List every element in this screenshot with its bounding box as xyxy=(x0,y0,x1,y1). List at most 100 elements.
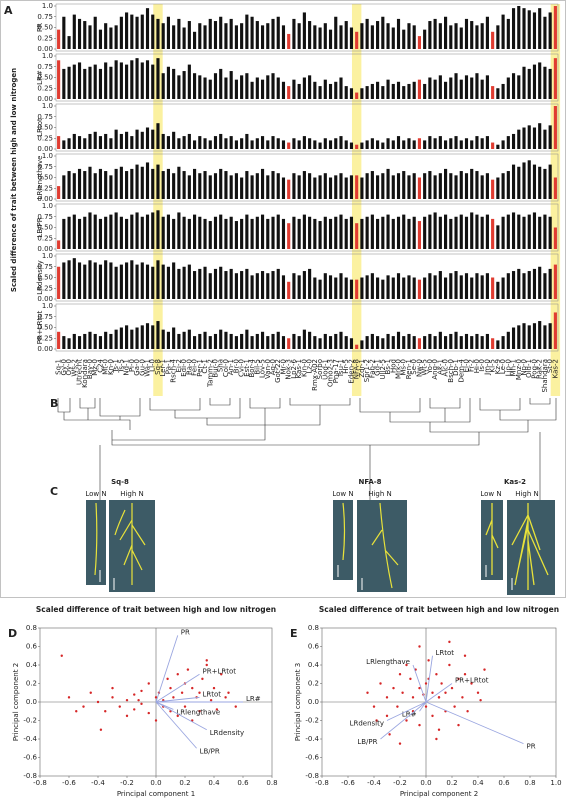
bar xyxy=(396,216,401,249)
bar xyxy=(491,218,495,249)
point xyxy=(427,659,430,662)
bar xyxy=(391,140,395,149)
x-tick-label: Kas-2 xyxy=(551,359,559,378)
bar xyxy=(506,77,510,99)
point xyxy=(212,686,216,690)
bar xyxy=(219,168,223,199)
y-tick-label: 0.4 xyxy=(308,661,320,669)
bar xyxy=(323,79,327,99)
bar xyxy=(360,340,364,349)
bar xyxy=(287,86,291,99)
bar xyxy=(93,16,97,49)
loading-vector xyxy=(412,664,427,703)
scale-bar xyxy=(99,565,513,590)
bar xyxy=(98,168,103,199)
bar xyxy=(130,14,134,50)
bar xyxy=(229,71,233,99)
point xyxy=(137,698,140,702)
bar xyxy=(349,27,354,49)
bar xyxy=(328,83,333,99)
vector-label: PR xyxy=(527,743,536,751)
bar xyxy=(433,212,437,249)
bar xyxy=(480,138,484,149)
bar xyxy=(522,273,526,299)
x-tick-label: Sorbo xyxy=(316,359,324,379)
bar xyxy=(297,336,301,349)
bar xyxy=(438,23,442,49)
bar xyxy=(203,218,207,249)
x-tick-label: Sha xyxy=(217,359,225,372)
vector-label: LR# xyxy=(402,710,417,718)
bar xyxy=(250,175,254,199)
x-tick-label: Van-0 xyxy=(264,359,272,379)
bar xyxy=(114,129,118,149)
bar xyxy=(381,279,385,299)
point xyxy=(466,710,469,713)
bar xyxy=(454,216,458,249)
bar xyxy=(527,214,531,249)
x-tick-label: 0.0 xyxy=(420,779,431,787)
bar xyxy=(464,216,469,249)
bar xyxy=(77,18,82,49)
bar xyxy=(224,77,228,99)
bar xyxy=(193,140,197,149)
bar xyxy=(83,68,87,99)
x-tick-label: -0.8 xyxy=(33,779,47,787)
bar xyxy=(135,129,139,149)
bar xyxy=(213,333,218,349)
bar xyxy=(287,281,291,299)
bar xyxy=(355,344,359,349)
bar xyxy=(485,214,489,249)
point xyxy=(198,710,201,713)
x-tick-label: Gd-1 xyxy=(374,359,382,376)
bar xyxy=(260,136,265,149)
bar xyxy=(349,175,354,199)
bar xyxy=(464,173,469,199)
bar xyxy=(391,27,395,49)
y-tick-label: 1.0 xyxy=(42,252,53,260)
x-tick-label: Sq-1 xyxy=(55,359,63,375)
y-tick-label: 0.75 xyxy=(37,13,53,21)
bar xyxy=(522,216,526,249)
bar xyxy=(485,173,489,199)
bar xyxy=(308,75,312,99)
bar xyxy=(480,79,484,99)
bar xyxy=(213,173,218,199)
y-tick-label: 0.6 xyxy=(26,643,38,651)
bar xyxy=(522,162,526,199)
y-axis-title: Principal component 2 xyxy=(12,663,20,741)
x-tick-label: Tsu-1 xyxy=(337,359,345,378)
bar xyxy=(381,173,385,199)
highlight-band xyxy=(153,4,163,396)
bar xyxy=(213,216,218,249)
bar xyxy=(396,331,401,349)
bar xyxy=(464,18,469,49)
bar xyxy=(313,81,317,99)
bar xyxy=(365,18,369,49)
bar xyxy=(543,129,547,149)
bar xyxy=(543,66,547,99)
point xyxy=(461,696,464,699)
point xyxy=(437,696,441,699)
bar xyxy=(511,327,516,349)
x-tick-label: Gy-0 xyxy=(60,359,68,375)
bar xyxy=(83,333,87,349)
y-tick-label: 0.50 xyxy=(37,324,53,332)
bar xyxy=(93,64,97,99)
bar xyxy=(491,31,495,49)
bar xyxy=(198,75,202,99)
point xyxy=(470,682,473,685)
y-tick-label: 1.0 xyxy=(42,102,53,110)
bar xyxy=(323,23,327,49)
bar xyxy=(271,73,275,99)
x-tick-label: Bil-5 xyxy=(253,359,261,375)
x-tick-label: -0.2 xyxy=(120,779,134,787)
bar xyxy=(130,136,134,149)
bar xyxy=(114,329,118,349)
bar xyxy=(187,264,191,299)
bar xyxy=(276,268,280,299)
bar xyxy=(496,88,500,99)
bar xyxy=(187,329,191,349)
bar xyxy=(104,23,108,49)
x-tick-label: Ws-2 xyxy=(70,359,78,377)
